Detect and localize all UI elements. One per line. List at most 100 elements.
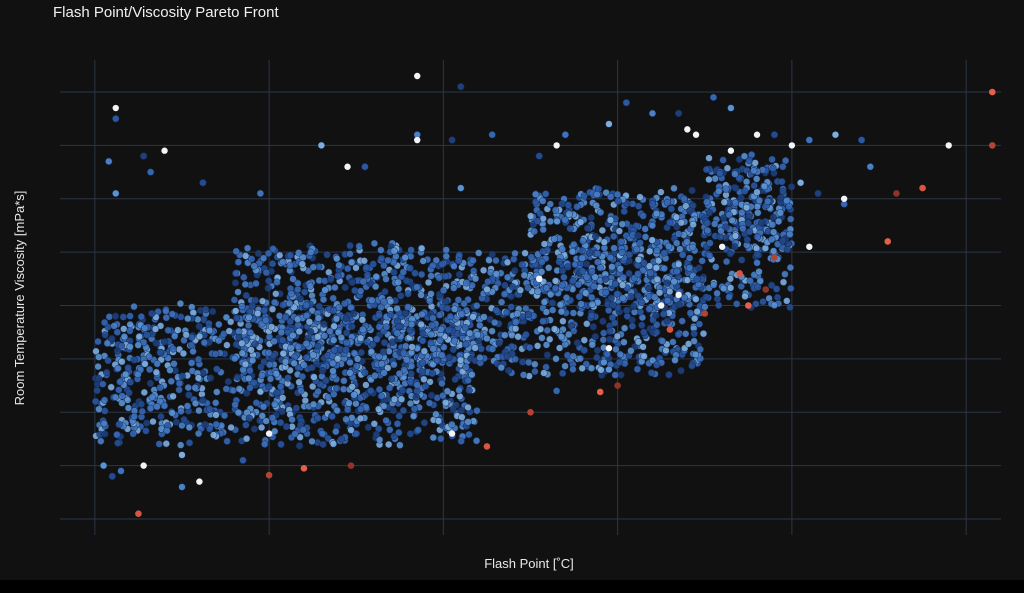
bulk-point xyxy=(674,260,683,268)
bulk-point xyxy=(247,346,255,354)
bulk-point xyxy=(309,382,317,391)
bulk-point xyxy=(120,333,129,341)
bulk-point xyxy=(390,395,399,403)
bulk-point xyxy=(473,331,482,339)
bulk-point xyxy=(361,391,369,399)
bulk-point xyxy=(607,294,615,302)
bulk-point xyxy=(420,347,428,355)
bulk-point xyxy=(235,333,243,342)
bulk-point xyxy=(380,298,388,306)
bulk-point xyxy=(348,383,356,391)
bulk-point xyxy=(294,343,303,351)
bulk-point xyxy=(282,422,291,431)
bulk-point xyxy=(309,351,317,359)
bulk-point xyxy=(682,202,690,210)
bulk-point xyxy=(346,358,354,367)
bulk-point xyxy=(114,439,122,447)
bulk-point xyxy=(685,264,694,272)
bulk-point xyxy=(126,343,134,351)
bulk-point xyxy=(508,331,516,339)
bulk-point xyxy=(663,317,671,325)
outlier-point xyxy=(857,136,866,144)
bulk-point xyxy=(352,430,361,438)
bulk-point xyxy=(719,156,727,164)
bulk-point xyxy=(542,308,551,316)
bulk-point xyxy=(684,340,693,348)
bulk-point xyxy=(450,305,459,313)
highlight-point xyxy=(727,147,735,154)
bulk-point xyxy=(167,377,175,385)
bulk-point xyxy=(393,304,401,313)
bulk-point xyxy=(620,324,629,332)
bulk-point xyxy=(652,264,660,272)
bulk-point xyxy=(286,318,294,326)
bulk-point xyxy=(653,246,661,255)
bulk-point xyxy=(711,220,719,228)
bulk-point xyxy=(579,237,587,245)
bulk-point xyxy=(573,339,582,347)
bulk-point xyxy=(491,318,499,327)
bulk-point xyxy=(442,252,450,260)
bulk-point xyxy=(437,435,445,443)
bulk-point xyxy=(268,260,277,268)
bulk-point xyxy=(396,441,404,449)
bulk-point xyxy=(469,256,477,265)
bulk-point xyxy=(674,230,683,238)
bulk-point xyxy=(143,419,151,427)
bulk-point xyxy=(332,427,340,436)
bulk-point xyxy=(691,314,699,323)
bulk-point xyxy=(375,436,384,444)
highlight-point xyxy=(536,275,543,283)
bulk-point xyxy=(524,310,533,319)
bulk-point xyxy=(328,412,336,421)
bulk-point xyxy=(183,402,192,410)
bulk-point xyxy=(279,336,287,344)
bulk-point xyxy=(389,406,397,415)
bulk-point xyxy=(602,288,610,297)
bulk-point xyxy=(406,430,415,438)
bulk-point xyxy=(358,316,367,324)
pareto-chart: Flash Point/Viscosity Pareto Front Flash… xyxy=(12,4,1001,571)
bulk-point xyxy=(295,442,304,450)
bulk-point xyxy=(248,255,256,263)
bulk-point xyxy=(215,320,223,329)
bulk-point xyxy=(240,273,248,281)
bulk-point xyxy=(454,296,463,304)
outlier-point xyxy=(239,456,247,464)
bulk-point xyxy=(356,414,365,423)
bulk-point xyxy=(353,355,362,363)
bulk-point xyxy=(432,256,440,264)
bulk-point xyxy=(705,251,714,260)
bulk-point xyxy=(232,247,240,255)
bulk-point xyxy=(769,164,777,173)
bulk-point xyxy=(485,256,493,264)
y-axis-label: Room Temperature Viscosity [mPa*s] xyxy=(12,191,27,406)
bulk-point xyxy=(773,293,782,302)
bulk-point xyxy=(754,209,762,217)
bulk-point xyxy=(686,309,695,317)
bulk-point xyxy=(677,367,685,375)
highlight-point xyxy=(344,163,351,170)
bulk-point xyxy=(542,284,551,292)
bulk-point xyxy=(209,431,218,439)
bulk-point xyxy=(578,247,586,255)
outlier-point xyxy=(561,131,570,139)
bulk-point xyxy=(400,349,408,357)
bulk-point xyxy=(377,392,385,400)
highlight-point xyxy=(161,147,168,154)
bulk-point xyxy=(231,401,239,409)
bulk-point xyxy=(352,362,361,370)
bulk-point xyxy=(693,307,701,316)
bulk-point xyxy=(640,259,648,267)
bulk-point xyxy=(330,390,338,398)
outlier-point xyxy=(831,131,840,139)
bulk-point xyxy=(234,288,242,296)
bulk-point xyxy=(753,233,762,241)
bulk-point xyxy=(639,266,647,274)
bulk-point xyxy=(534,287,542,295)
bulk-point xyxy=(609,301,617,309)
outlier-point xyxy=(178,483,186,491)
bulk-point xyxy=(722,223,730,231)
bulk-point xyxy=(295,378,303,386)
outlier-point xyxy=(709,93,718,102)
